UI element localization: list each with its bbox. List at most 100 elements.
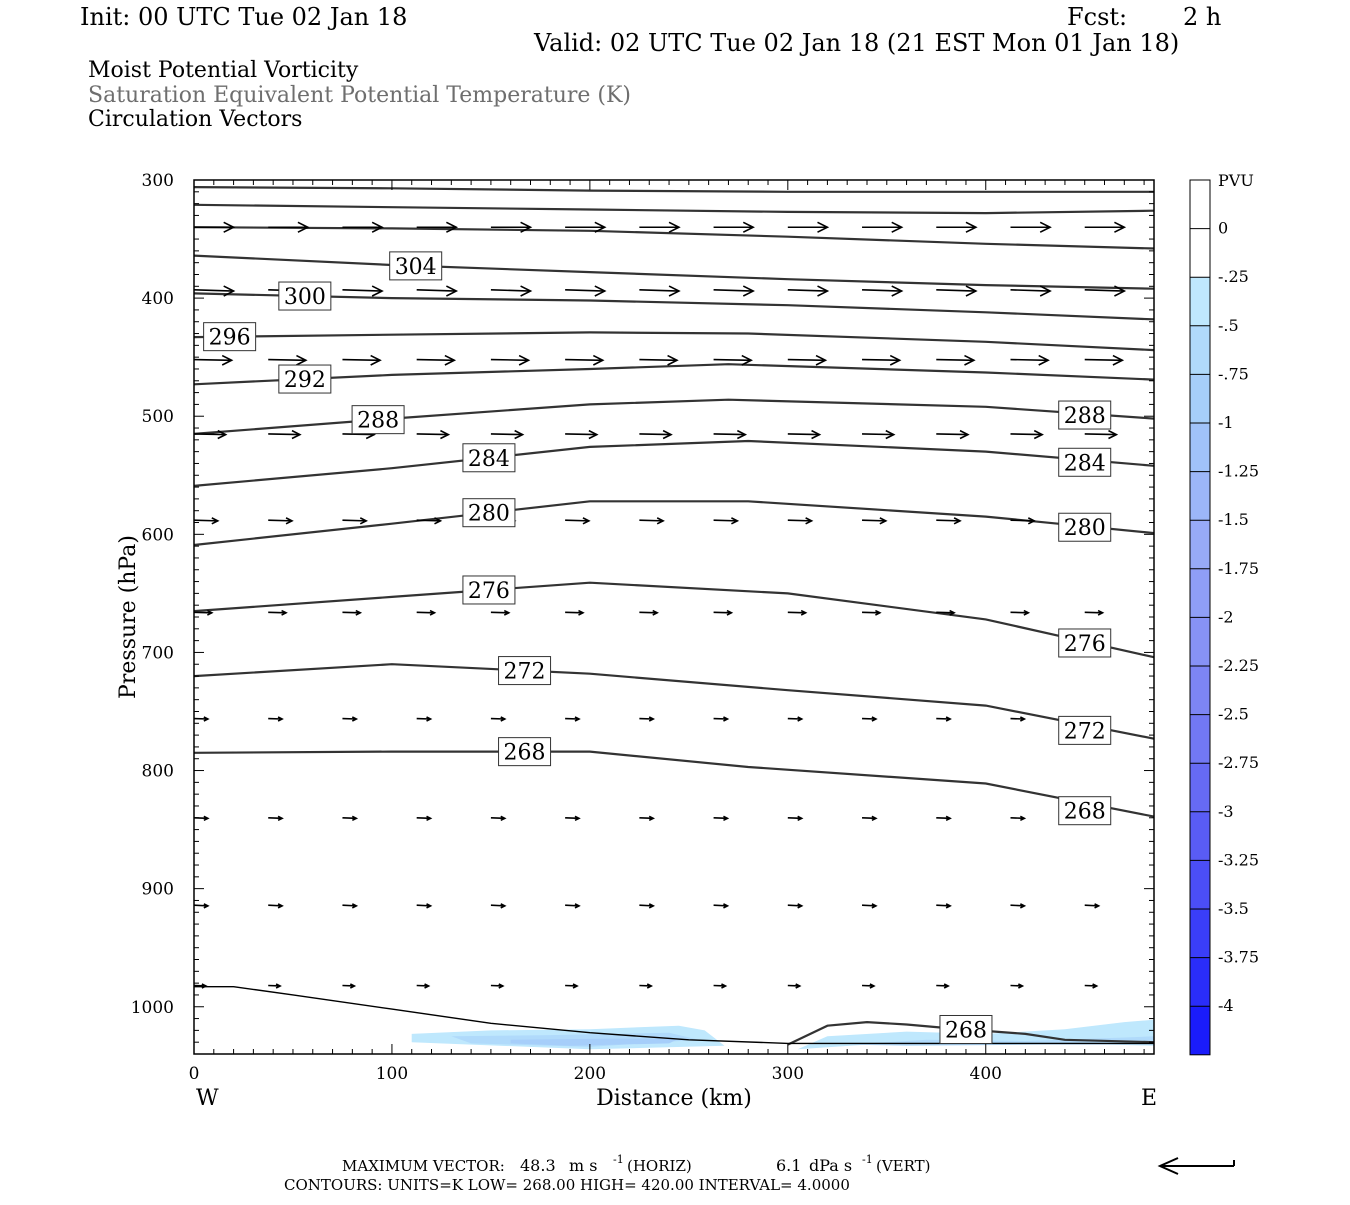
circulation-vector <box>342 356 380 365</box>
circulation-vector <box>1010 356 1048 365</box>
vector-shaft <box>1085 434 1117 435</box>
vector-shaft <box>936 520 960 521</box>
contour-label-right-268-5: 268 <box>1059 797 1111 825</box>
circulation-vector <box>194 904 208 908</box>
y-tick-label: 400 <box>142 289 174 309</box>
circulation-vector <box>1085 222 1125 232</box>
vector-shaft <box>1085 360 1123 361</box>
circulation-vector <box>342 984 354 988</box>
circulation-vector <box>1010 717 1024 721</box>
circulation-vector <box>639 518 663 524</box>
contour-label-right-284-1: 284 <box>1059 448 1111 476</box>
circulation-vector <box>936 518 960 524</box>
circulation-vector <box>565 984 577 988</box>
vector-shaft <box>491 434 523 435</box>
contour-label-272-11-text: 272 <box>504 660 546 685</box>
circulation-vector <box>194 222 234 232</box>
mpv-colorbar: 0-.25-.5-.75-1-1.25-1.5-1.75-2-2.25-2.5-… <box>1190 180 1259 1055</box>
vector-shaft <box>862 360 900 361</box>
y-tick-label: 500 <box>142 407 174 427</box>
theta-es-contour-unlabeled-0 <box>194 187 1154 192</box>
colorbar-label: -4 <box>1218 996 1234 1015</box>
colorbar-label: -3 <box>1218 802 1234 821</box>
vector-shaft <box>194 360 232 361</box>
circulation-vector <box>268 356 306 365</box>
circulation-vector <box>788 356 826 365</box>
vector-shaft <box>1010 360 1048 361</box>
circulation-vector <box>417 816 431 820</box>
y-tick-label: 300 <box>142 171 174 191</box>
circulation-vector <box>788 717 802 721</box>
circulation-vector <box>862 518 886 524</box>
contour-layer <box>194 187 1154 1045</box>
vector-shaft <box>862 434 894 435</box>
contour-label-300-4: 300 <box>279 282 331 310</box>
circulation-vector <box>862 431 894 439</box>
valid-time: Valid: 02 UTC Tue 02 Jan 18 (21 EST Mon … <box>533 29 1179 57</box>
vector-shaft <box>268 434 300 435</box>
vector-shaft <box>714 360 752 361</box>
y-tick-label: 800 <box>142 762 174 782</box>
colorbar-segment <box>1190 812 1210 861</box>
colorbar-label: -3.75 <box>1218 948 1259 967</box>
field-title-theta-es: Saturation Equivalent Potential Temperat… <box>88 83 631 108</box>
circulation-vector <box>714 611 732 615</box>
contour-label-right-268-5-text: 268 <box>1064 800 1106 825</box>
contour-label-right-276-3: 276 <box>1059 629 1111 657</box>
vector-shaft <box>639 290 679 291</box>
contour-label-268-12-text: 268 <box>504 741 546 766</box>
circulation-vector <box>491 816 505 820</box>
contour-label-296-5-text: 296 <box>209 326 251 351</box>
mpv-fill-layer <box>412 1020 1154 1050</box>
colorbar-label: -3.25 <box>1218 850 1259 869</box>
vector-shaft <box>936 360 974 361</box>
theta-es-contour-292-6 <box>194 364 1154 384</box>
vector-shaft <box>565 360 603 361</box>
contour-label-272-11: 272 <box>499 657 551 685</box>
circulation-vector <box>417 717 431 721</box>
vector-shaft <box>639 520 663 521</box>
circulation-vector <box>1085 431 1117 439</box>
circulation-vector <box>342 518 366 524</box>
circulation-vector <box>417 904 431 908</box>
circulation-vector <box>565 717 579 721</box>
circulation-vector <box>936 717 950 721</box>
vector-shaft <box>1010 290 1050 291</box>
vector-shaft <box>862 520 886 521</box>
circulation-vector <box>639 286 679 296</box>
circulation-vector <box>936 356 974 365</box>
field-title-mpv: Moist Potential Vorticity <box>88 58 359 83</box>
circulation-vector <box>342 286 382 296</box>
circulation-vector <box>936 984 948 988</box>
circulation-vector <box>714 816 728 820</box>
vector-layer <box>194 222 1124 988</box>
x-tick-label: 400 <box>970 1064 1002 1084</box>
vector-shaft <box>788 290 828 291</box>
max-vector-horiz-value: 48.3 <box>520 1156 556 1175</box>
vector-shaft <box>714 290 754 291</box>
contour-label-292-6: 292 <box>279 365 331 393</box>
circulation-vector <box>1010 431 1042 439</box>
circulation-vector <box>639 431 671 439</box>
colorbar-label: -2.5 <box>1218 705 1249 724</box>
contour-label-288-7: 288 <box>352 406 404 434</box>
circulation-vector <box>862 611 880 615</box>
max-vector-reference-arrow <box>1160 1158 1234 1174</box>
colorbar-segment <box>1190 326 1210 375</box>
plot-frame <box>194 180 1154 1054</box>
contour-label-268-13: 268 <box>940 1015 992 1043</box>
circulation-vector <box>565 611 583 615</box>
vector-shaft <box>714 520 738 521</box>
max-vector-horiz-tag: (HORIZ) <box>627 1157 692 1175</box>
colorbar-segment <box>1190 617 1210 666</box>
vector-shaft <box>194 520 218 521</box>
theta-es-contour-288-7 <box>194 400 1154 434</box>
y-tick-label: 700 <box>142 643 174 663</box>
forecast-label: Fcst: <box>1067 3 1127 31</box>
theta-es-contour-284-8 <box>194 441 1154 486</box>
circulation-vector <box>342 717 356 721</box>
colorbar-label: -.75 <box>1218 364 1249 383</box>
contour-label-288-7-text: 288 <box>357 409 399 434</box>
